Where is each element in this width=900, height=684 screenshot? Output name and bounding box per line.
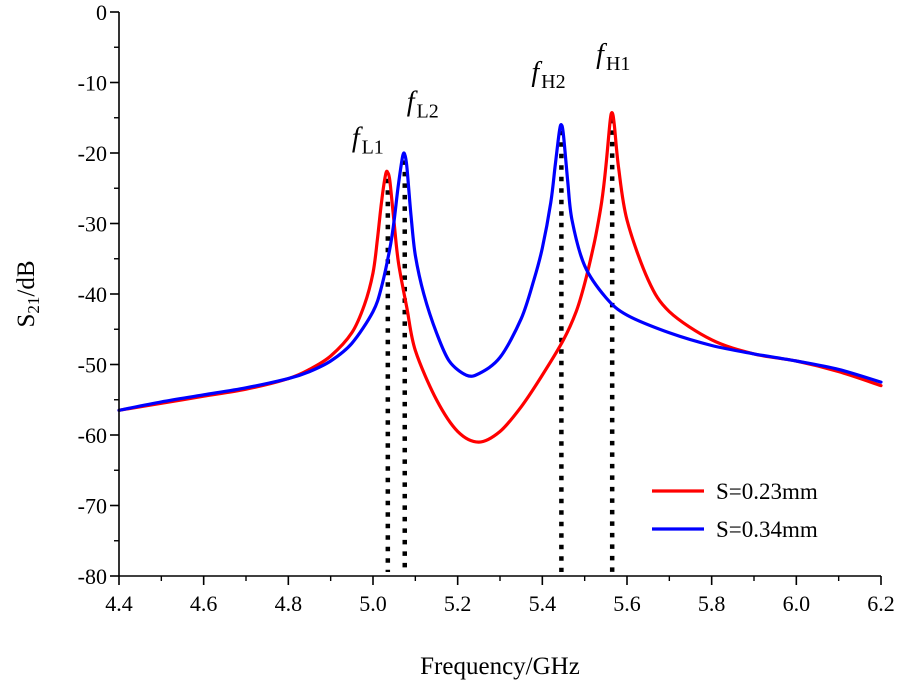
axes: 4.4 4.6 4.8 5.0 5.2 5.4 5.6 5.8 6.0 6.2 0 -10 -20 -30… — [78, 0, 895, 616]
x-tick-label-5.6: 5.6 — [613, 591, 641, 616]
marker-label-base: f — [407, 86, 418, 117]
marker-label-base: f — [596, 39, 607, 70]
x-tick-label-5.4: 5.4 — [529, 591, 557, 616]
marker-label-base: f — [352, 123, 363, 154]
legend-label-2: S=0.34mm — [716, 517, 818, 542]
y-tick-label--60: -60 — [78, 423, 107, 448]
marker-label-sub: H1 — [606, 53, 630, 75]
marker-label-sub: L1 — [362, 137, 384, 159]
legend-label-1: S=0.23mm — [716, 479, 818, 504]
y-axis-label-main: S — [13, 314, 40, 328]
y-tick-label-0: 0 — [96, 0, 107, 25]
legend: S=0.23mm S=0.34mm — [652, 479, 818, 542]
marker-label-h2: f H2 — [531, 57, 565, 93]
x-tick-label-6.2: 6.2 — [867, 591, 895, 616]
x-tick-label-5.2: 5.2 — [444, 591, 472, 616]
series-line-2 — [117, 123, 883, 412]
y-tick-label--30: -30 — [78, 212, 107, 237]
marker-label-l1: f L1 — [352, 123, 384, 159]
x-tick-label-5.8: 5.8 — [698, 591, 726, 616]
marker-label-h1: f H1 — [596, 39, 630, 75]
x-tick-label-6.0: 6.0 — [783, 591, 811, 616]
x-tick-label-4.6: 4.6 — [190, 591, 218, 616]
x-axis-label: Frequency/GHz — [420, 653, 580, 680]
plot-area: f L1f L2f H2f H1 — [117, 39, 883, 572]
y-tick-label--50: -50 — [78, 353, 107, 378]
marker-label-sub: L2 — [417, 100, 439, 122]
y-tick-label--70: -70 — [78, 494, 107, 519]
y-axis-label-sub: 21 — [24, 297, 43, 314]
y-tick-label--20: -20 — [78, 141, 107, 166]
series-line-1 — [117, 111, 883, 444]
x-tick-label-5.0: 5.0 — [359, 591, 387, 616]
marker-label-base: f — [531, 57, 542, 88]
y-tick-label--40: -40 — [78, 282, 107, 307]
x-tick-label-4.4: 4.4 — [105, 591, 133, 616]
y-tick-label--10: -10 — [78, 71, 107, 96]
y-axis-label-rest: /dB — [13, 260, 40, 296]
x-tick-label-4.8: 4.8 — [275, 591, 303, 616]
marker-label-sub: H2 — [541, 71, 565, 93]
marker-label-l2: f L2 — [407, 86, 439, 122]
y-axis-label: S21/dB — [13, 260, 43, 327]
y-tick-label--80: -80 — [78, 564, 107, 589]
